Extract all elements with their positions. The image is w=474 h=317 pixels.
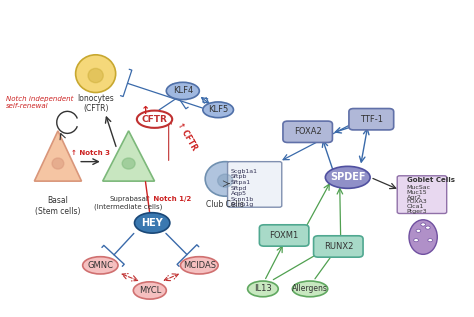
Text: CFTR: CFTR (142, 115, 167, 124)
Text: ↑ Notch 1/2: ↑ Notch 1/2 (145, 196, 191, 203)
Text: HEY: HEY (141, 218, 163, 228)
Text: MCIDAS: MCIDAS (183, 261, 216, 270)
Text: MucSac: MucSac (407, 185, 431, 190)
Text: Clca1: Clca1 (407, 204, 424, 209)
Text: MYCL: MYCL (139, 286, 161, 295)
Text: Aqp5: Aqp5 (231, 191, 247, 196)
Text: GMNC: GMNC (87, 261, 113, 270)
Ellipse shape (122, 158, 135, 169)
Ellipse shape (203, 102, 234, 118)
Text: Scgb1a1: Scgb1a1 (231, 169, 258, 173)
Ellipse shape (52, 158, 64, 169)
Text: Ptger3: Ptger3 (407, 209, 427, 214)
Text: Scnn1b: Scnn1b (231, 197, 254, 202)
Text: FOXA2: FOXA2 (294, 127, 321, 136)
Text: TTF-1: TTF-1 (360, 115, 383, 124)
Text: Basal
(Stem cells): Basal (Stem cells) (35, 196, 81, 216)
Text: Club Cells: Club Cells (206, 200, 244, 209)
Text: IL13: IL13 (254, 284, 272, 294)
Text: Allergens: Allergens (292, 284, 328, 294)
Text: ↑ Notch 3: ↑ Notch 3 (72, 150, 110, 156)
FancyBboxPatch shape (397, 176, 447, 213)
Text: ↑ CFTR: ↑ CFTR (176, 121, 199, 152)
Circle shape (421, 223, 426, 226)
Circle shape (416, 229, 421, 232)
FancyBboxPatch shape (314, 236, 363, 257)
Text: KLF4: KLF4 (173, 87, 193, 95)
Text: Agr2: Agr2 (407, 195, 421, 200)
Polygon shape (103, 131, 155, 181)
Ellipse shape (76, 55, 116, 93)
Ellipse shape (205, 162, 245, 196)
Text: KLF5: KLF5 (208, 105, 228, 114)
Text: Sftpd: Sftpd (231, 185, 247, 191)
FancyBboxPatch shape (228, 162, 282, 207)
Text: Notch independent
self-renewal: Notch independent self-renewal (6, 96, 73, 109)
Ellipse shape (181, 257, 218, 274)
Text: Ionocytes
(CFTR): Ionocytes (CFTR) (77, 94, 114, 113)
Ellipse shape (409, 220, 438, 254)
Text: SPDEF: SPDEF (330, 172, 365, 182)
Text: Sftpa1: Sftpa1 (231, 180, 251, 185)
Text: Muc15: Muc15 (407, 190, 427, 195)
Ellipse shape (247, 281, 278, 297)
Text: Goblet Cells: Goblet Cells (407, 177, 455, 183)
Text: RUNX2: RUNX2 (324, 242, 353, 251)
Ellipse shape (166, 82, 199, 100)
Circle shape (428, 239, 433, 242)
Ellipse shape (292, 281, 328, 297)
Circle shape (426, 226, 430, 229)
FancyBboxPatch shape (259, 225, 309, 246)
FancyBboxPatch shape (349, 108, 394, 130)
Ellipse shape (218, 174, 233, 187)
Text: FOXM1: FOXM1 (270, 231, 299, 240)
Ellipse shape (135, 213, 170, 233)
FancyBboxPatch shape (283, 121, 332, 142)
Text: FOXA3: FOXA3 (407, 199, 428, 204)
Circle shape (414, 239, 419, 242)
Text: Suprabasal
(Intermediate cells): Suprabasal (Intermediate cells) (94, 196, 163, 210)
Text: ↑: ↑ (140, 107, 150, 116)
Polygon shape (35, 131, 82, 181)
Text: Scnn1g: Scnn1g (231, 203, 254, 208)
Text: Sftpb: Sftpb (231, 174, 247, 179)
Ellipse shape (137, 111, 172, 128)
Ellipse shape (88, 68, 103, 83)
Ellipse shape (133, 282, 166, 299)
Ellipse shape (82, 257, 118, 274)
Ellipse shape (325, 166, 370, 188)
